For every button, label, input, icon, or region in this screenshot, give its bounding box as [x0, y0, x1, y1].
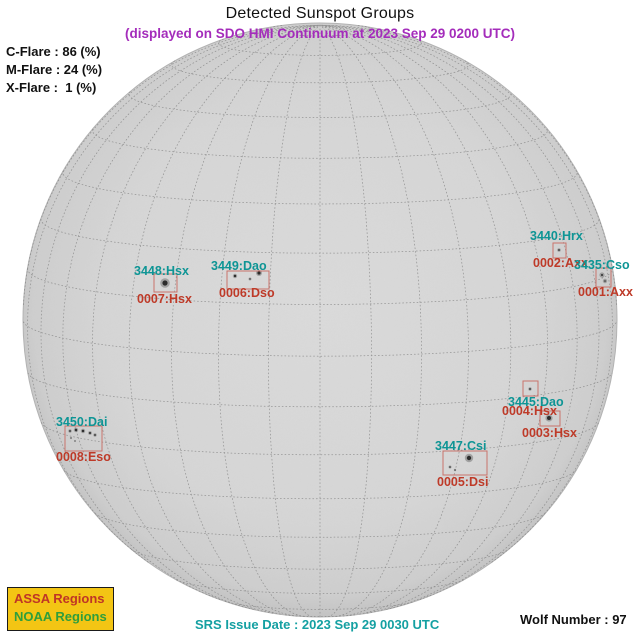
- sunspot: [557, 248, 561, 252]
- noaa-region-label: 3448:Hsx: [134, 264, 189, 278]
- sunspot: [69, 436, 73, 440]
- sunspot: [545, 414, 553, 422]
- page-title: Detected Sunspot Groups: [225, 5, 415, 22]
- sunspot: [93, 433, 97, 437]
- region-box: [552, 242, 567, 259]
- srs-issue-date: SRS Issue Date : 2023 Sep 29 0030 UTC: [195, 617, 440, 632]
- region-box: [522, 380, 539, 397]
- sunspot: [599, 272, 605, 278]
- granulation-texture: [23, 23, 617, 617]
- page-subtitle: (displayed on SDO HMI Continuum at 2023 …: [124, 26, 516, 41]
- wolf-number: Wolf Number : 97: [520, 612, 627, 627]
- sunspot: [464, 453, 474, 463]
- assa-region-label: 0004:Hsx: [502, 404, 557, 418]
- region-box: [153, 273, 178, 293]
- region-boxes-layer: [64, 242, 612, 476]
- assa-region-label: 0001:Axx: [578, 285, 633, 299]
- sunspot: [88, 431, 92, 435]
- region-legend: ASSA Regions NOAA Regions: [7, 587, 114, 631]
- sun-disk: [22, 22, 618, 618]
- sunspot: [248, 277, 252, 281]
- region-box: [442, 450, 488, 476]
- x-flare-probability: X-Flare : 1 (%): [6, 80, 97, 95]
- sunspots-layer: [68, 248, 608, 472]
- region-box: [595, 267, 612, 288]
- sunspot: [453, 468, 457, 472]
- sunspot: [528, 387, 532, 391]
- region-box: [539, 410, 561, 427]
- sunspot: [602, 278, 608, 284]
- flare-probability-panel: C-Flare : 86 (%) M-Flare : 24 (%) X-Flar…: [6, 43, 102, 97]
- assa-region-label: 0003:Hsx: [522, 426, 577, 440]
- noaa-region-label: 3447:Csi: [435, 439, 487, 453]
- sunspot: [160, 278, 170, 288]
- assa-region-label: 0007:Hsx: [137, 292, 192, 306]
- sunspot: [80, 428, 86, 434]
- assa-region-label: 0005:Dsi: [437, 475, 489, 489]
- sunspot: [73, 427, 79, 433]
- c-flare-probability: C-Flare : 86 (%): [6, 44, 101, 59]
- region-box: [226, 270, 270, 290]
- legend-assa-label: ASSA Regions: [14, 591, 105, 606]
- sunspot: [232, 273, 238, 279]
- sunspot: [74, 440, 76, 442]
- m-flare-probability: M-Flare : 24 (%): [6, 62, 103, 77]
- legend-noaa-label: NOAA Regions: [14, 609, 107, 624]
- noaa-region-label: 3449:Dao: [211, 259, 267, 273]
- assa-region-label: 0002:Axx: [533, 256, 588, 270]
- sunspot: [68, 429, 72, 433]
- heliographic-grid: [23, 24, 617, 618]
- noaa-region-label: 3450:Dai: [56, 415, 108, 429]
- region-box: [64, 425, 103, 452]
- assa-region-label: 0006:Dso: [219, 286, 275, 300]
- noaa-region-label: 3440:Hrx: [530, 229, 583, 243]
- assa-region-label: 0008:Eso: [56, 450, 111, 464]
- noaa-region-label: 3435:Cso: [574, 258, 630, 272]
- sunspot: [448, 465, 452, 469]
- noaa-region-label: 3445:Dao: [508, 395, 564, 409]
